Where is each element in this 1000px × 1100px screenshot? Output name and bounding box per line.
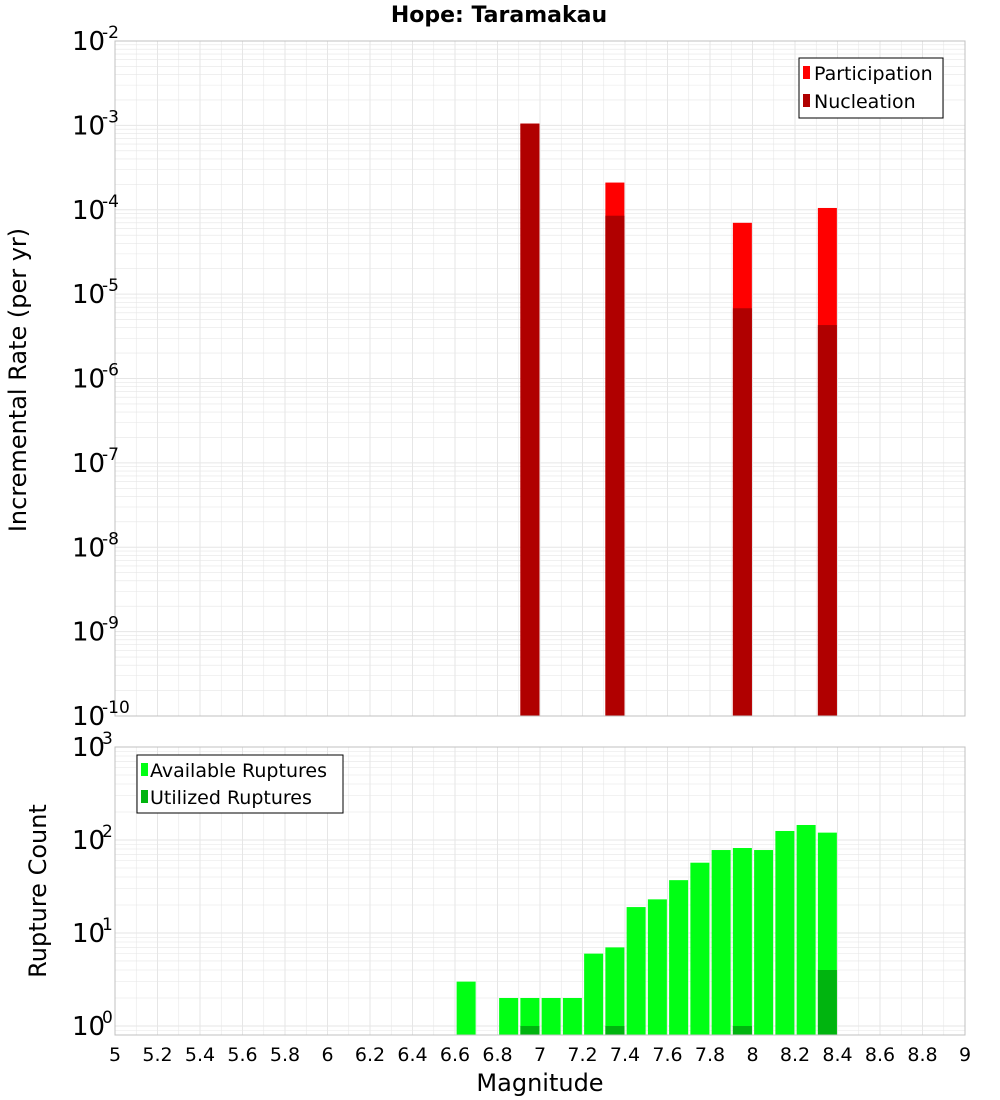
utilized-ruptures-bar xyxy=(817,969,837,1035)
x-tick-label: 9 xyxy=(959,1044,971,1066)
available-legend-label: Available Ruptures xyxy=(150,760,327,782)
rate-plot-frame xyxy=(114,40,966,717)
x-tick-label: 7.4 xyxy=(610,1044,640,1066)
count-y-tick-label: 10 xyxy=(72,919,105,949)
rate-y-tick-exponent: -9 xyxy=(102,614,119,634)
utilized-ruptures-bar xyxy=(520,1025,540,1035)
x-tick-label: 8.6 xyxy=(865,1044,895,1066)
x-tick-label: 8.4 xyxy=(822,1044,852,1066)
x-tick-label: 8.2 xyxy=(780,1044,810,1066)
nucleation-legend-swatch xyxy=(803,94,810,107)
rate-legend: Participation Nucleation xyxy=(798,57,944,119)
rate-y-tick-label: 10 xyxy=(72,365,105,395)
count-plot-frame xyxy=(114,746,966,1036)
participation-legend-label: Participation xyxy=(814,63,933,85)
x-tick-label: 6 xyxy=(321,1044,333,1066)
rate-grid xyxy=(114,40,966,717)
nucleation-bar xyxy=(520,123,540,716)
rate-y-tick-exponent: -3 xyxy=(102,107,119,127)
x-axis-ticks: 5 5.2 5.4 5.6 5.8 6 6.2 6.4 6.6 6.8 7 7.2 7.4 7.6 7.8 8… xyxy=(109,1044,971,1066)
rate-y-tick-label: 10 xyxy=(72,196,105,226)
count-legend-box xyxy=(136,754,344,814)
rate-y-tick-exponent: -6 xyxy=(102,361,119,381)
nucleation-legend-label: Nucleation xyxy=(814,91,916,113)
x-axis-label: Magnitude xyxy=(476,1069,603,1097)
x-tick-label: 7 xyxy=(534,1044,546,1066)
available-ruptures-bar xyxy=(562,997,582,1035)
rate-y-tick-label: 10 xyxy=(72,111,105,141)
available-ruptures-bar xyxy=(796,824,816,1035)
available-legend-swatch xyxy=(141,763,148,776)
rate-y-tick-exponent: -4 xyxy=(102,192,119,212)
x-tick-label: 8 xyxy=(746,1044,758,1066)
available-ruptures-bar xyxy=(754,850,774,1035)
participation-legend-swatch xyxy=(803,66,810,79)
rate-y-tick-label: 10 xyxy=(72,27,105,57)
rate-y-tick-exponent: -2 xyxy=(102,23,119,43)
count-y-tick-label: 10 xyxy=(72,1012,105,1042)
rate-y-tick-label: 10 xyxy=(72,449,105,479)
nucleation-bar xyxy=(732,308,752,716)
rate-y-tick-label: 10 xyxy=(72,280,105,310)
count-y-tick-exponent: 3 xyxy=(102,729,113,749)
utilized-ruptures-bar xyxy=(732,1025,752,1035)
rate-y-tick-exponent: -5 xyxy=(102,276,119,296)
nucleation-bar xyxy=(605,215,625,717)
nucleation-bar xyxy=(817,325,837,716)
available-ruptures-bar xyxy=(605,947,625,1035)
available-ruptures-bar xyxy=(541,997,561,1035)
count-y-tick-exponent: 1 xyxy=(102,915,113,935)
available-ruptures-bar xyxy=(711,850,731,1035)
rate-legend-box xyxy=(798,57,944,119)
available-ruptures-bar xyxy=(499,997,519,1035)
available-ruptures-bar xyxy=(775,830,795,1035)
x-tick-label: 7.2 xyxy=(567,1044,597,1066)
utilized-legend-label: Utilized Ruptures xyxy=(150,787,312,809)
rate-y-tick-exponent: -8 xyxy=(102,529,119,549)
x-tick-label: 8.8 xyxy=(907,1044,937,1066)
x-tick-label: 5.8 xyxy=(270,1044,300,1066)
rate-y-tick-label: 10 xyxy=(72,618,105,648)
x-tick-label: 5.6 xyxy=(227,1044,257,1066)
count-y-tick-exponent: 2 xyxy=(102,822,113,842)
rate-y-tick-exponent: -10 xyxy=(102,698,130,718)
available-ruptures-bar xyxy=(626,907,646,1035)
rate-bars xyxy=(520,123,837,717)
available-ruptures-bar xyxy=(690,862,710,1035)
count-y-tick-label: 10 xyxy=(72,826,105,856)
available-ruptures-bar xyxy=(456,981,476,1035)
x-tick-label: 6.6 xyxy=(440,1044,470,1066)
chart-title: Hope: Taramakau xyxy=(391,3,607,28)
count-y-tick-label: 10 xyxy=(72,733,105,763)
rate-y-tick-exponent: -7 xyxy=(102,445,119,465)
x-tick-label: 5.2 xyxy=(142,1044,172,1066)
count-y-axis-label: Rupture Count xyxy=(24,804,52,978)
count-bars xyxy=(456,824,837,1035)
utilized-legend-swatch xyxy=(141,790,148,803)
available-ruptures-bar xyxy=(669,880,689,1035)
x-tick-label: 7.8 xyxy=(695,1044,725,1066)
available-ruptures-bar xyxy=(584,953,604,1035)
rate-y-tick-label: 10 xyxy=(72,702,105,732)
count-legend: Available Ruptures Utilized Ruptures xyxy=(136,754,344,814)
available-ruptures-bar xyxy=(732,848,752,1035)
x-tick-label: 6.2 xyxy=(355,1044,385,1066)
available-ruptures-bar xyxy=(520,997,540,1035)
x-tick-label: 5 xyxy=(109,1044,121,1066)
x-tick-label: 5.4 xyxy=(185,1044,215,1066)
utilized-ruptures-bar xyxy=(605,1025,625,1035)
count-y-tick-exponent: 0 xyxy=(102,1008,113,1028)
x-tick-label: 6.4 xyxy=(397,1044,427,1066)
x-tick-label: 7.6 xyxy=(652,1044,682,1066)
rate-y-axis-label: Incremental Rate (per yr) xyxy=(4,228,32,532)
available-ruptures-bar xyxy=(647,899,667,1035)
x-tick-label: 6.8 xyxy=(482,1044,512,1066)
rate-y-tick-label: 10 xyxy=(72,533,105,563)
